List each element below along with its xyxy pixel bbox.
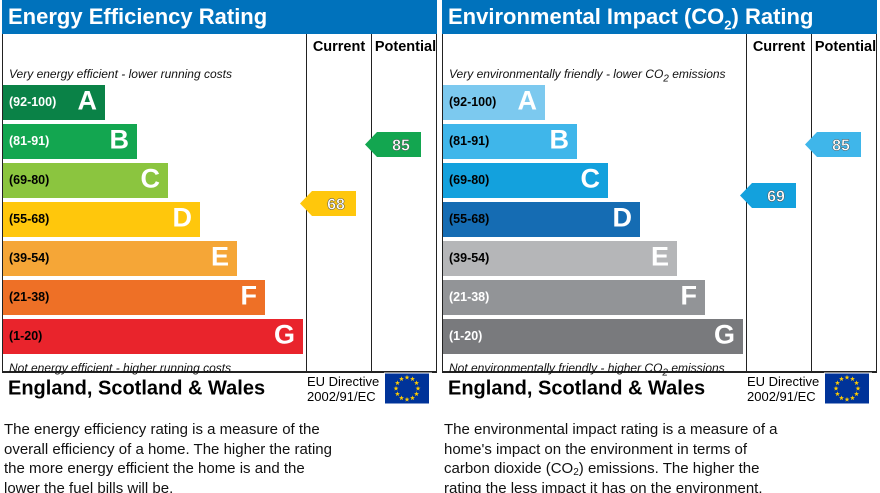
svg-text:85: 85 — [832, 138, 850, 155]
svg-text:85: 85 — [392, 138, 410, 155]
svg-text:69: 69 — [767, 189, 785, 206]
svg-text:68: 68 — [327, 197, 345, 214]
